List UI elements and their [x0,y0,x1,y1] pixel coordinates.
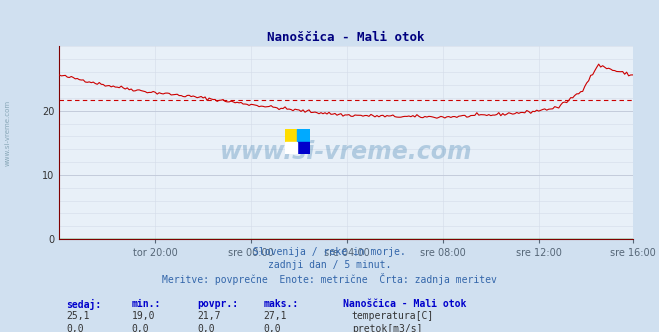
Text: min.:: min.: [132,299,161,309]
Text: pretok[m3/s]: pretok[m3/s] [352,324,422,332]
Text: maks.:: maks.: [264,299,299,309]
Text: 19,0: 19,0 [132,311,156,321]
Bar [285,129,297,142]
Text: 27,1: 27,1 [264,311,287,321]
Text: www.si-vreme.com: www.si-vreme.com [5,100,11,166]
Text: Nanoščica - Mali otok: Nanoščica - Mali otok [343,299,466,309]
Bar [285,142,297,154]
Text: temperatura[C]: temperatura[C] [352,311,434,321]
Text: Slovenija / reke in morje.: Slovenija / reke in morje. [253,247,406,257]
Text: povpr.:: povpr.: [198,299,239,309]
Text: 21,7: 21,7 [198,311,221,321]
Bar [297,129,310,142]
Bar [297,142,310,154]
Text: 0,0: 0,0 [66,324,84,332]
Text: Meritve: povprečne  Enote: metrične  Črta: zadnja meritev: Meritve: povprečne Enote: metrične Črta:… [162,273,497,285]
Text: 0,0: 0,0 [264,324,281,332]
Text: 0,0: 0,0 [132,324,150,332]
Text: zadnji dan / 5 minut.: zadnji dan / 5 minut. [268,260,391,270]
Text: www.si-vreme.com: www.si-vreme.com [219,140,473,164]
Text: sedaj:: sedaj: [66,299,101,310]
Text: 0,0: 0,0 [198,324,215,332]
Title: Nanoščica - Mali otok: Nanoščica - Mali otok [268,31,424,44]
Text: 25,1: 25,1 [66,311,90,321]
